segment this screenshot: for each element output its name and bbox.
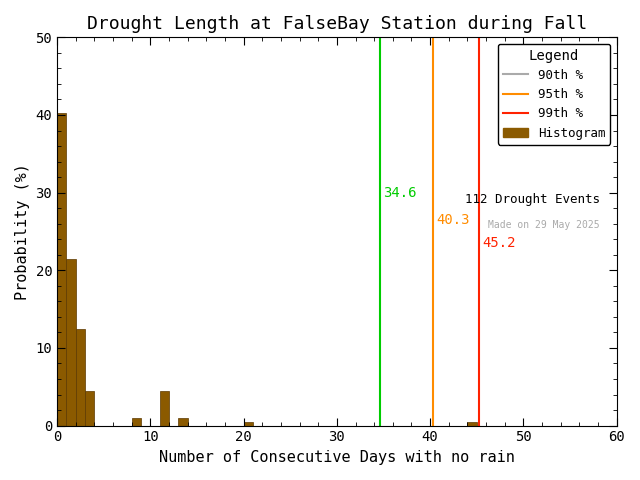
Bar xyxy=(244,422,253,426)
Text: 34.6: 34.6 xyxy=(383,186,417,200)
Bar xyxy=(132,418,141,426)
Text: 112 Drought Events: 112 Drought Events xyxy=(465,192,600,205)
Title: Drought Length at FalseBay Station during Fall: Drought Length at FalseBay Station durin… xyxy=(87,15,587,33)
Legend: 90th %, 95th %, 99th %, Histogram: 90th %, 95th %, 99th %, Histogram xyxy=(498,44,611,144)
Bar xyxy=(179,418,188,426)
Bar xyxy=(467,422,477,426)
Bar xyxy=(85,391,95,426)
Text: 45.2: 45.2 xyxy=(483,236,516,250)
Bar xyxy=(57,113,67,426)
Bar xyxy=(76,328,85,426)
Bar xyxy=(160,391,169,426)
Bar xyxy=(67,259,76,426)
Y-axis label: Probability (%): Probability (%) xyxy=(15,163,30,300)
Text: 40.3: 40.3 xyxy=(436,213,470,227)
X-axis label: Number of Consecutive Days with no rain: Number of Consecutive Days with no rain xyxy=(159,450,515,465)
Text: Made on 29 May 2025: Made on 29 May 2025 xyxy=(488,220,600,230)
